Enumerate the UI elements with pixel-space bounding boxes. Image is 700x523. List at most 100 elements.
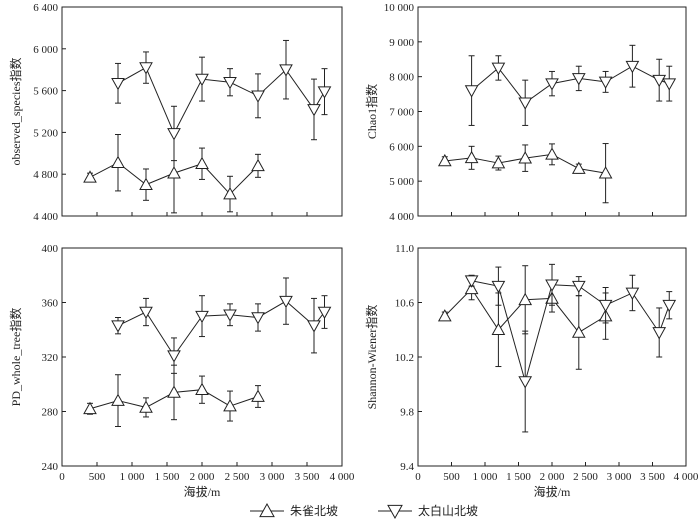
x-tick-label: 0 [59, 471, 65, 483]
series-s1 [83, 364, 265, 427]
x-tick-label: 1 000 [473, 471, 498, 483]
data-point [518, 97, 533, 110]
y-axis-label: Chao1指数 [364, 84, 379, 139]
data-point [491, 156, 506, 169]
data-point [139, 400, 153, 413]
panel-top-left: 4 400 4 800 5 200 5 600 6 000 6 400 observed_s… [8, 2, 343, 223]
x-tick-label: 500 [89, 471, 106, 483]
data-point [251, 312, 265, 325]
y-tick-label: 10.6 [395, 298, 415, 310]
data-point [464, 281, 479, 295]
data-point [279, 64, 293, 77]
data-point [307, 104, 321, 117]
y-tick-label: 6 000 [389, 141, 414, 153]
x-tick-label: 2 000 [190, 471, 215, 483]
y-tick-label: 400 [42, 243, 59, 255]
y-tick-label: 6 400 [33, 2, 58, 14]
x-tick-label: 2 500 [573, 471, 598, 483]
x-tick-label: 3 000 [260, 471, 285, 483]
data-point [279, 295, 293, 309]
data-point [139, 62, 153, 75]
data-point [518, 376, 533, 389]
series-s2 [464, 44, 677, 126]
x-axis-label: 海拔/m [184, 484, 221, 499]
data-point [83, 170, 97, 183]
y-tick-label: 8 000 [389, 72, 414, 84]
data-point [491, 62, 506, 75]
data-point [139, 177, 153, 190]
x-tick-label: 1 500 [506, 471, 531, 483]
series-line [471, 65, 670, 104]
data-point [545, 78, 559, 91]
data-point [491, 280, 506, 294]
y-tick-label: 7 000 [389, 107, 414, 119]
x-tick-label: 4 000 [674, 471, 699, 483]
legend-marker [387, 504, 403, 520]
data-point [111, 77, 125, 91]
data-point [317, 306, 332, 320]
data-point [571, 325, 586, 338]
x-tick-label: 2 000 [540, 471, 565, 483]
series-s2 [464, 263, 677, 433]
y-tick-label: 280 [42, 407, 59, 419]
data-point [167, 385, 181, 398]
y-tick-label: 10 000 [384, 2, 415, 14]
data-point [625, 60, 640, 74]
y-axis-label: Shannon-Wiener指数 [364, 305, 379, 410]
data-point [571, 161, 586, 174]
data-point [167, 128, 181, 141]
data-point [195, 382, 209, 395]
series-s2 [111, 277, 332, 374]
panel-bottom-right: 9.4 9.8 10.2 10.6 11.0 0 500 1 000 1 500 2 000 2 5… [364, 243, 699, 499]
data-point [111, 393, 125, 406]
x-tick-label: 3 500 [295, 471, 320, 483]
data-point [491, 322, 506, 336]
data-point [652, 74, 667, 88]
data-point [598, 166, 613, 179]
data-point [223, 399, 237, 412]
data-point [195, 73, 209, 87]
series-s1 [437, 265, 613, 370]
data-point [195, 310, 209, 324]
data-point [545, 279, 559, 292]
y-tick-label: 4 400 [33, 211, 58, 223]
x-tick-label: 3 500 [640, 471, 665, 483]
data-point [139, 306, 153, 320]
data-point [598, 76, 613, 89]
y-tick-label: 5 000 [389, 176, 414, 188]
data-point [464, 150, 479, 164]
y-tick-label: 360 [42, 298, 59, 310]
x-tick-label: 500 [443, 471, 460, 483]
x-tick-label: 4 000 [330, 471, 355, 483]
series-s2 [111, 39, 332, 162]
data-point [251, 90, 265, 103]
data-point [662, 78, 677, 91]
legend-label: 太白山北坡 [418, 503, 478, 518]
y-axis-label: PD_whole_tree指数 [8, 308, 23, 407]
y-tick-label: 9 000 [389, 37, 414, 49]
chart-panels: 4 400 4 800 5 200 5 600 6 000 6 400 observed_s… [8, 2, 699, 499]
data-point [518, 151, 533, 164]
series-s1 [437, 143, 613, 204]
y-tick-label: 5 200 [33, 127, 58, 139]
series-s1 [83, 132, 265, 214]
data-point [307, 320, 321, 333]
plot-frame [61, 247, 343, 467]
data-point [223, 187, 237, 200]
data-point [251, 389, 265, 402]
plot-frame [61, 6, 343, 217]
data-point [625, 287, 640, 300]
data-point [251, 158, 265, 172]
data-point [571, 280, 586, 294]
data-point [464, 85, 479, 98]
y-tick-label: 4 000 [389, 211, 414, 223]
y-tick-label: 4 800 [33, 169, 58, 181]
data-point [571, 73, 586, 86]
y-axis-label: observed_species指数 [8, 58, 23, 166]
legend-label: 朱雀北坡 [290, 504, 338, 518]
y-tick-label: 320 [42, 352, 59, 364]
data-point [167, 350, 181, 363]
data-point [317, 86, 332, 99]
data-point [111, 320, 125, 333]
y-tick-label: 9.4 [400, 461, 414, 473]
